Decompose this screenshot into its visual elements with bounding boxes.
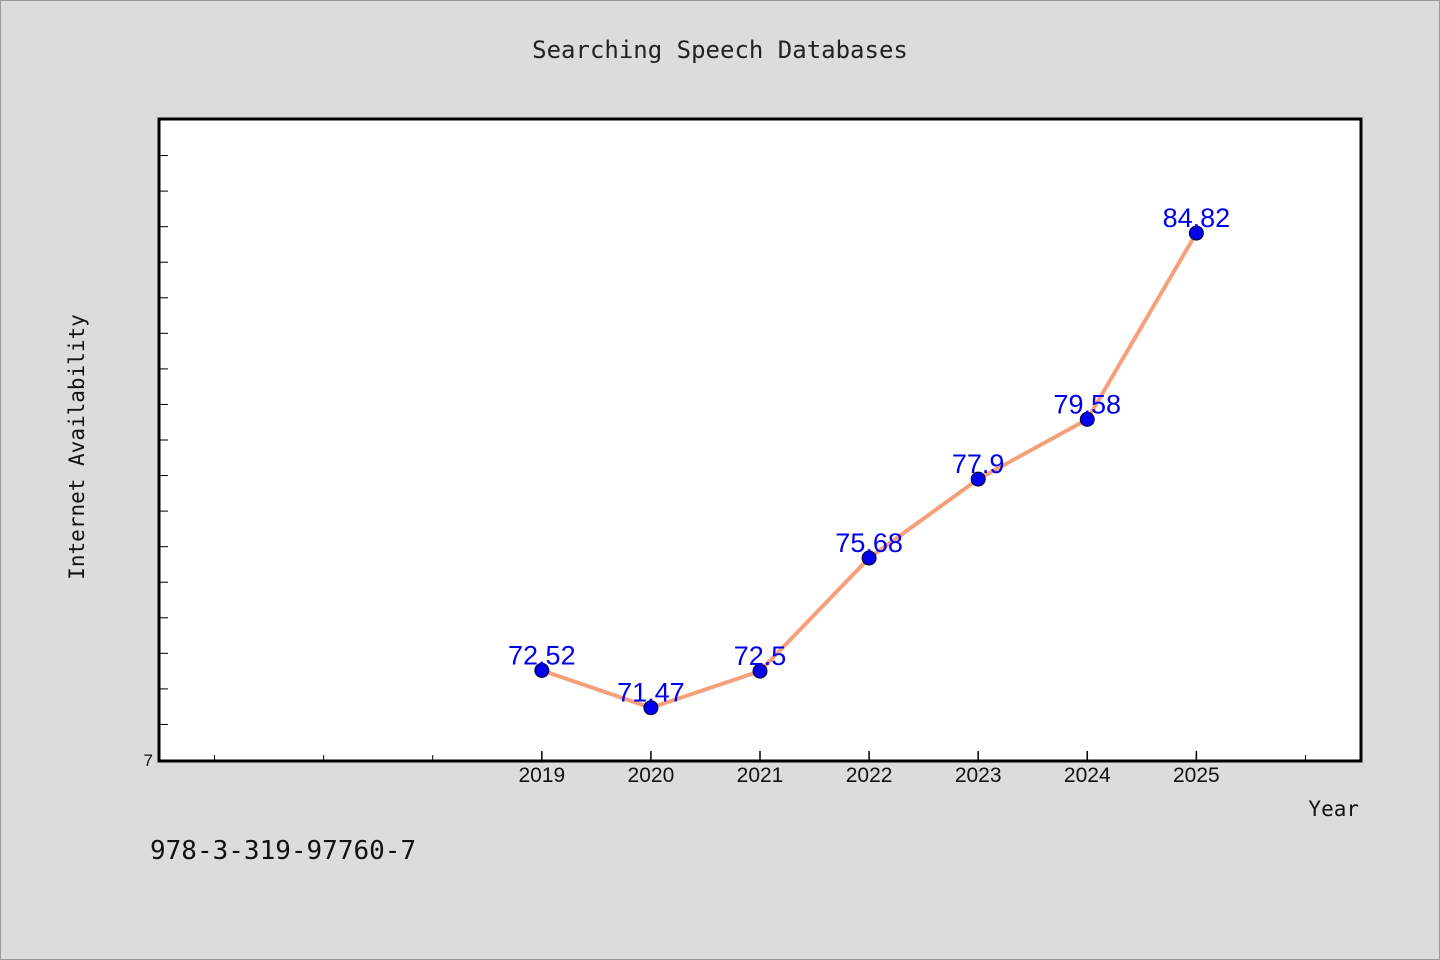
data-label: 75.68 [835,528,903,558]
data-label: 84.82 [1163,203,1231,233]
data-point [1079,411,1095,427]
x-axis-tick-labels: 2019 2020 2021 2022 2023 2024 2025 [518,764,1219,787]
data-markers [534,225,1204,716]
x-tick-label: 2020 [628,764,675,787]
x-axis-label: Year [1308,797,1359,821]
x-tick-label: 2022 [846,764,893,787]
data-label: 72.5 [734,641,787,671]
x-tick-label: 2023 [955,764,1002,787]
x-tick-label: 2024 [1064,764,1111,787]
x-tick-label: 2019 [518,764,565,787]
plot-area [157,117,1363,763]
x-tick-label: 2025 [1173,764,1220,787]
chart-title: Searching Speech Databases [532,36,908,64]
data-label: 79.58 [1053,389,1121,419]
data-point [861,550,877,566]
y-minor-ticks [160,155,168,725]
x-axis-ticks [541,751,1198,760]
data-label: 77.9 [952,449,1005,479]
y-tick-label: 7 [144,751,153,770]
data-point [534,662,550,678]
data-point [1188,225,1204,241]
y-axis-label: Internet Availability [65,314,89,580]
x-tick-label: 2021 [737,764,784,787]
isbn-text: 978-3-319-97760-7 [150,836,417,866]
data-labels: 72.52 71.47 72.5 75.68 77.9 79.58 84.82 [508,203,1230,708]
data-point [970,471,986,487]
data-point [643,700,659,716]
data-label: 72.52 [508,640,576,670]
data-point [752,663,768,679]
data-label: 71.47 [617,678,685,708]
